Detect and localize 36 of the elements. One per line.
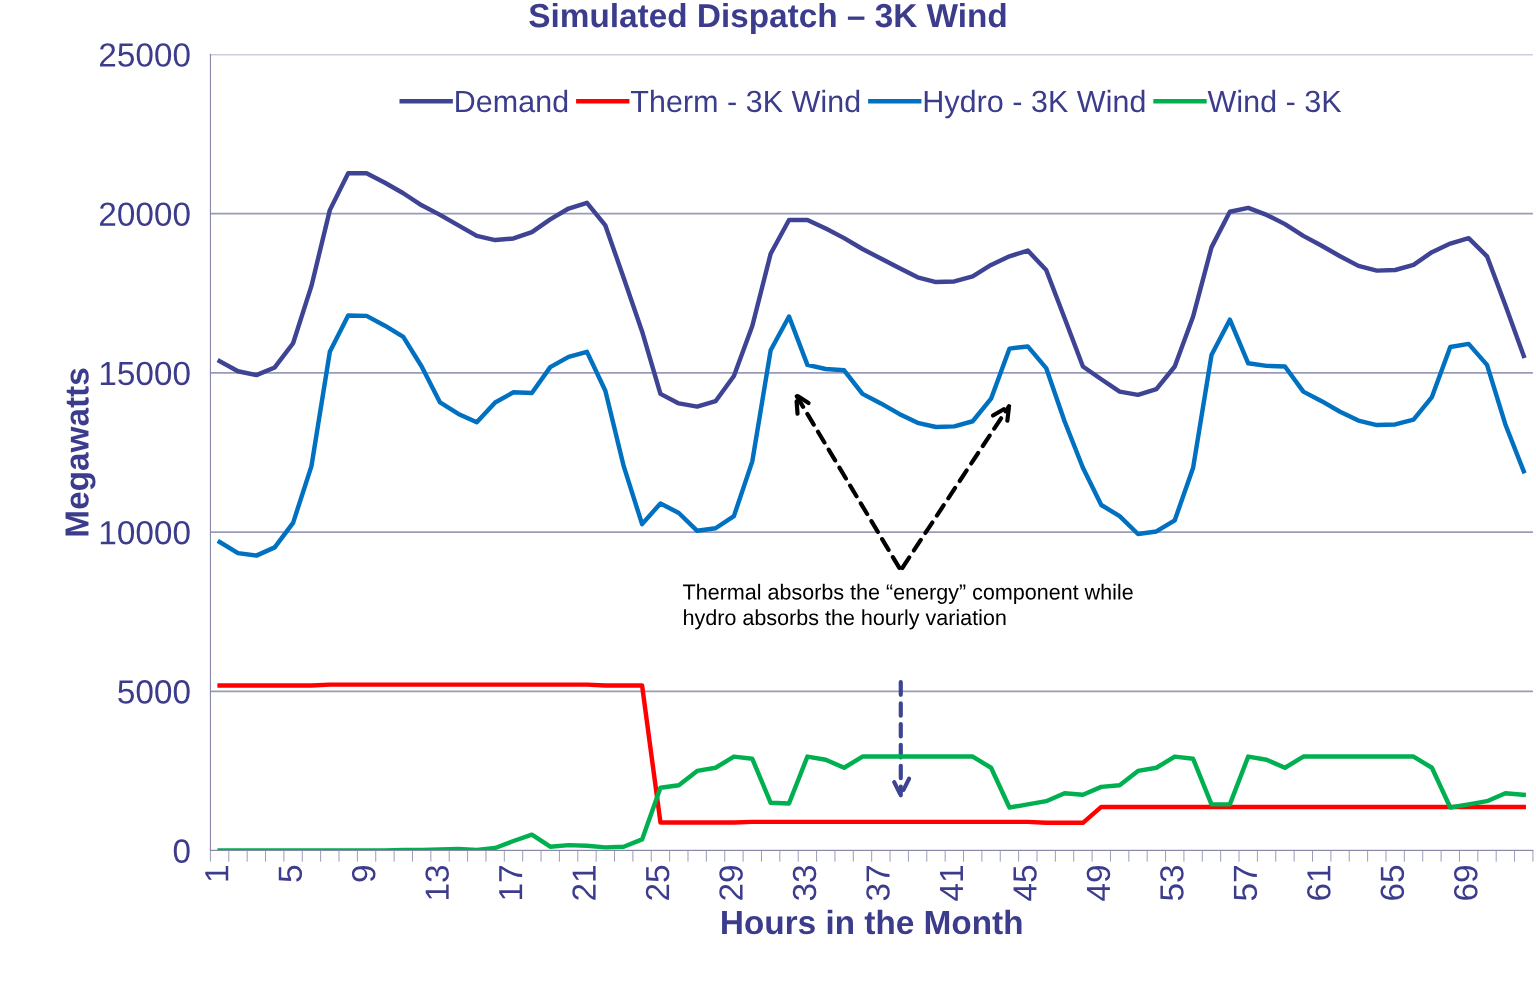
x-tick-label: 61: [1307, 866, 1331, 900]
x-tick-label: 65: [1380, 865, 1405, 900]
legend-label: Demand: [456, 89, 568, 113]
x-tick-label: 13: [425, 865, 449, 899]
y-tick-label: 0: [173, 839, 190, 863]
x-tick-label: 41: [940, 866, 963, 901]
line-series: [217, 170, 1526, 409]
x-tick-label: 17: [499, 866, 523, 899]
line-series: [217, 313, 1526, 558]
y-tick-label: 15000: [100, 361, 190, 386]
y-tick-label: 20000: [99, 202, 190, 227]
annotation: Thermal absorbs the “energy” component while hydro absorbs the hourly variation: [683, 583, 1133, 630]
y-axis-title: Megawatts: [65, 368, 96, 536]
x-tick-label: 69: [1453, 866, 1478, 900]
legend-label: Wind - 3K: [1207, 89, 1342, 113]
y-tick-label: 5000: [118, 680, 190, 704]
x-tick-label: 37: [866, 866, 890, 901]
x-tick-label: 25: [645, 865, 670, 900]
legend-label: Therm - 3K Wind: [630, 89, 860, 113]
x-tick-label: 49: [1086, 866, 1111, 901]
chart-title: Simulated Dispatch – 3K Wind: [529, 2, 1006, 35]
y-tick-label: 10000: [100, 520, 190, 545]
x-tick-label: 9: [351, 866, 376, 882]
x-tick-label: 1: [205, 866, 229, 881]
y-tick-label: 25000: [99, 43, 190, 67]
x-tick-label: 53: [1160, 865, 1184, 901]
x-tick-label: 5: [278, 865, 303, 882]
x-tick-label: 33: [792, 865, 817, 901]
line-series: [217, 754, 1526, 851]
x-axis-title: Hours in the Month: [722, 909, 1022, 935]
x-tick-label: 29: [719, 866, 743, 900]
x-tick-label: 45: [1013, 865, 1037, 901]
x-tick-label: 57: [1233, 866, 1258, 901]
legend-label: Hydro - 3K Wind: [924, 89, 1145, 119]
x-tick-label: 21: [572, 866, 596, 900]
line-series: [217, 682, 1526, 826]
